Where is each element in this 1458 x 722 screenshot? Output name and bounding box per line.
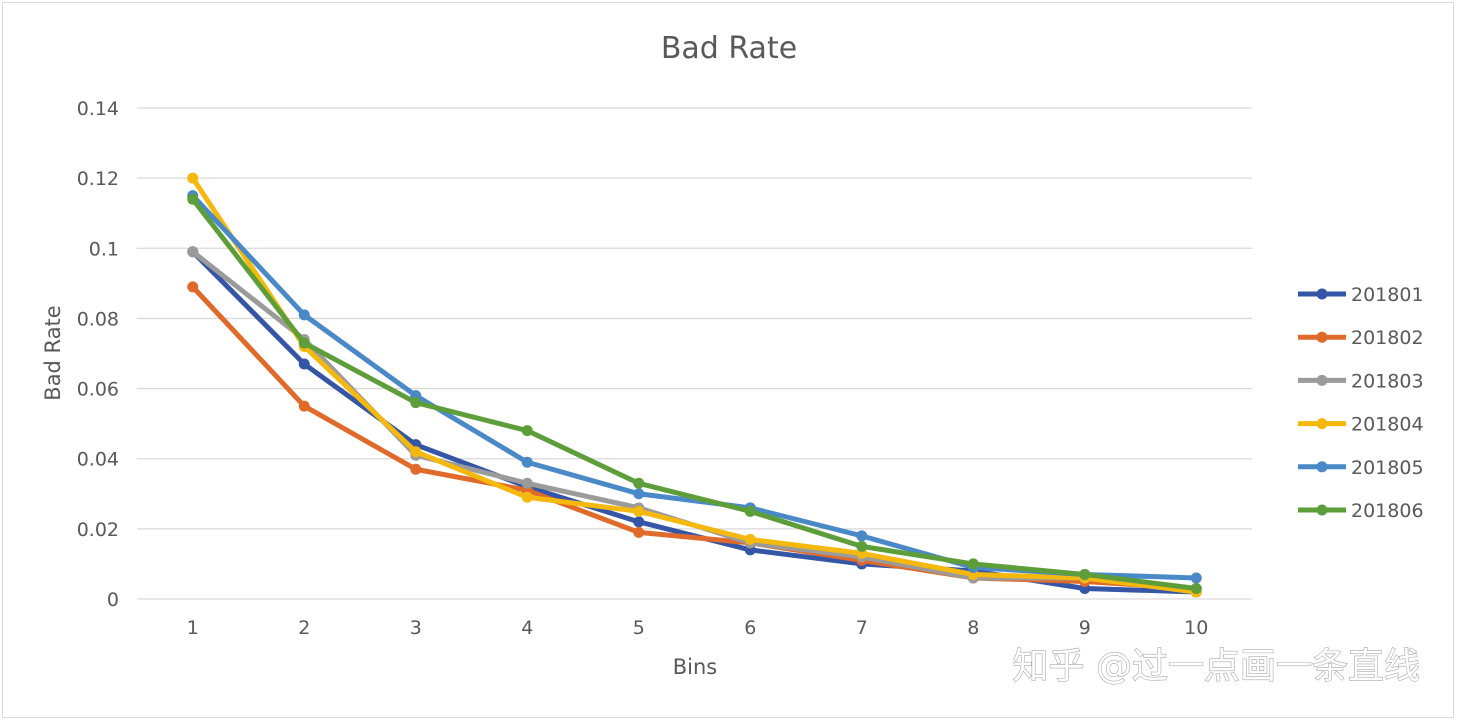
legend-swatch-marker (1316, 504, 1328, 516)
data-point (1079, 568, 1091, 580)
series-line (190, 249, 1199, 595)
series-201806 (187, 193, 1202, 594)
x-axis-label: Bins (673, 655, 718, 679)
legend-swatch-marker (1316, 331, 1328, 343)
series-201803 (187, 246, 1202, 598)
y-tick-label: 0 (107, 589, 119, 611)
data-point (187, 281, 199, 293)
data-point (633, 526, 645, 538)
legend-item-201802: 201802 (1298, 327, 1424, 349)
chart-title: Bad Rate (661, 31, 797, 66)
data-point (856, 540, 868, 552)
series-201801 (187, 246, 1202, 598)
data-point (187, 193, 199, 205)
legend-label: 201802 (1351, 327, 1424, 349)
data-point (298, 337, 310, 349)
y-axis-label: Bad Rate (41, 305, 65, 400)
y-tick-label: 0.1 (89, 238, 119, 260)
data-point (744, 533, 756, 545)
data-point (1190, 582, 1202, 594)
data-point (633, 505, 645, 517)
legend-swatch-marker (1316, 288, 1328, 300)
y-tick-label: 0.06 (77, 379, 119, 401)
data-point (521, 477, 533, 489)
data-point (1190, 572, 1202, 584)
y-tick-label: 0.02 (77, 519, 119, 541)
watermark: 知乎 @过一点画一条直线 (1013, 646, 1420, 687)
y-tick-label: 0.14 (77, 98, 119, 120)
legend-label: 201806 (1351, 500, 1424, 522)
series-line (190, 193, 1199, 581)
data-point (744, 505, 756, 517)
data-point (633, 516, 645, 528)
x-tick-label: 1 (187, 617, 199, 639)
y-axis-ticks: 0 0.02 0.04 0.06 0.08 0.1 0.12 0.14 (77, 98, 119, 611)
x-tick-label: 3 (410, 617, 422, 639)
data-point (521, 425, 533, 437)
data-point (298, 309, 310, 321)
y-tick-label: 0.12 (77, 168, 119, 190)
legend-label: 201804 (1351, 414, 1424, 436)
x-tick-label: 8 (967, 617, 979, 639)
legend-item-201801: 201801 (1298, 284, 1424, 306)
data-point (410, 397, 422, 409)
legend-item-201806: 201806 (1298, 500, 1424, 522)
data-point (521, 491, 533, 503)
data-point (298, 358, 310, 370)
legend-label: 201805 (1351, 457, 1424, 479)
legend-swatch-marker (1316, 461, 1328, 473)
series-lines (187, 172, 1202, 598)
x-tick-label: 2 (298, 617, 310, 639)
data-point (521, 456, 533, 468)
x-tick-label: 9 (1079, 617, 1091, 639)
series-line (190, 196, 1199, 591)
x-tick-label: 6 (744, 617, 756, 639)
x-axis-ticks: 1 2 3 4 5 6 7 8 9 10 (187, 617, 1209, 639)
data-point (856, 530, 868, 542)
series-line (190, 249, 1199, 595)
data-point (410, 463, 422, 475)
series-201802 (187, 281, 1202, 594)
data-point (187, 172, 199, 184)
data-point (298, 400, 310, 412)
legend-item-201804: 201804 (1298, 414, 1424, 436)
series-line (190, 284, 1199, 591)
legend-swatch-marker (1316, 418, 1328, 430)
data-point (187, 246, 199, 258)
x-tick-label: 4 (521, 617, 533, 639)
legend-item-201803: 201803 (1298, 370, 1424, 392)
data-point (633, 488, 645, 500)
x-tick-label: 7 (856, 617, 868, 639)
series-line (190, 175, 1199, 595)
legend: 201801 201802 201803 201804 201805 201806 (1298, 284, 1424, 522)
x-tick-label: 10 (1184, 617, 1208, 639)
legend-label: 201803 (1351, 370, 1424, 392)
legend-swatch-marker (1316, 374, 1328, 386)
data-point (967, 558, 979, 570)
legend-label: 201801 (1351, 284, 1424, 306)
y-tick-label: 0.04 (77, 449, 119, 471)
gridlines (137, 107, 1252, 600)
data-point (633, 477, 645, 489)
data-point (410, 446, 422, 458)
y-tick-label: 0.08 (77, 308, 119, 330)
legend-item-201805: 201805 (1298, 457, 1424, 479)
x-tick-label: 5 (633, 617, 645, 639)
